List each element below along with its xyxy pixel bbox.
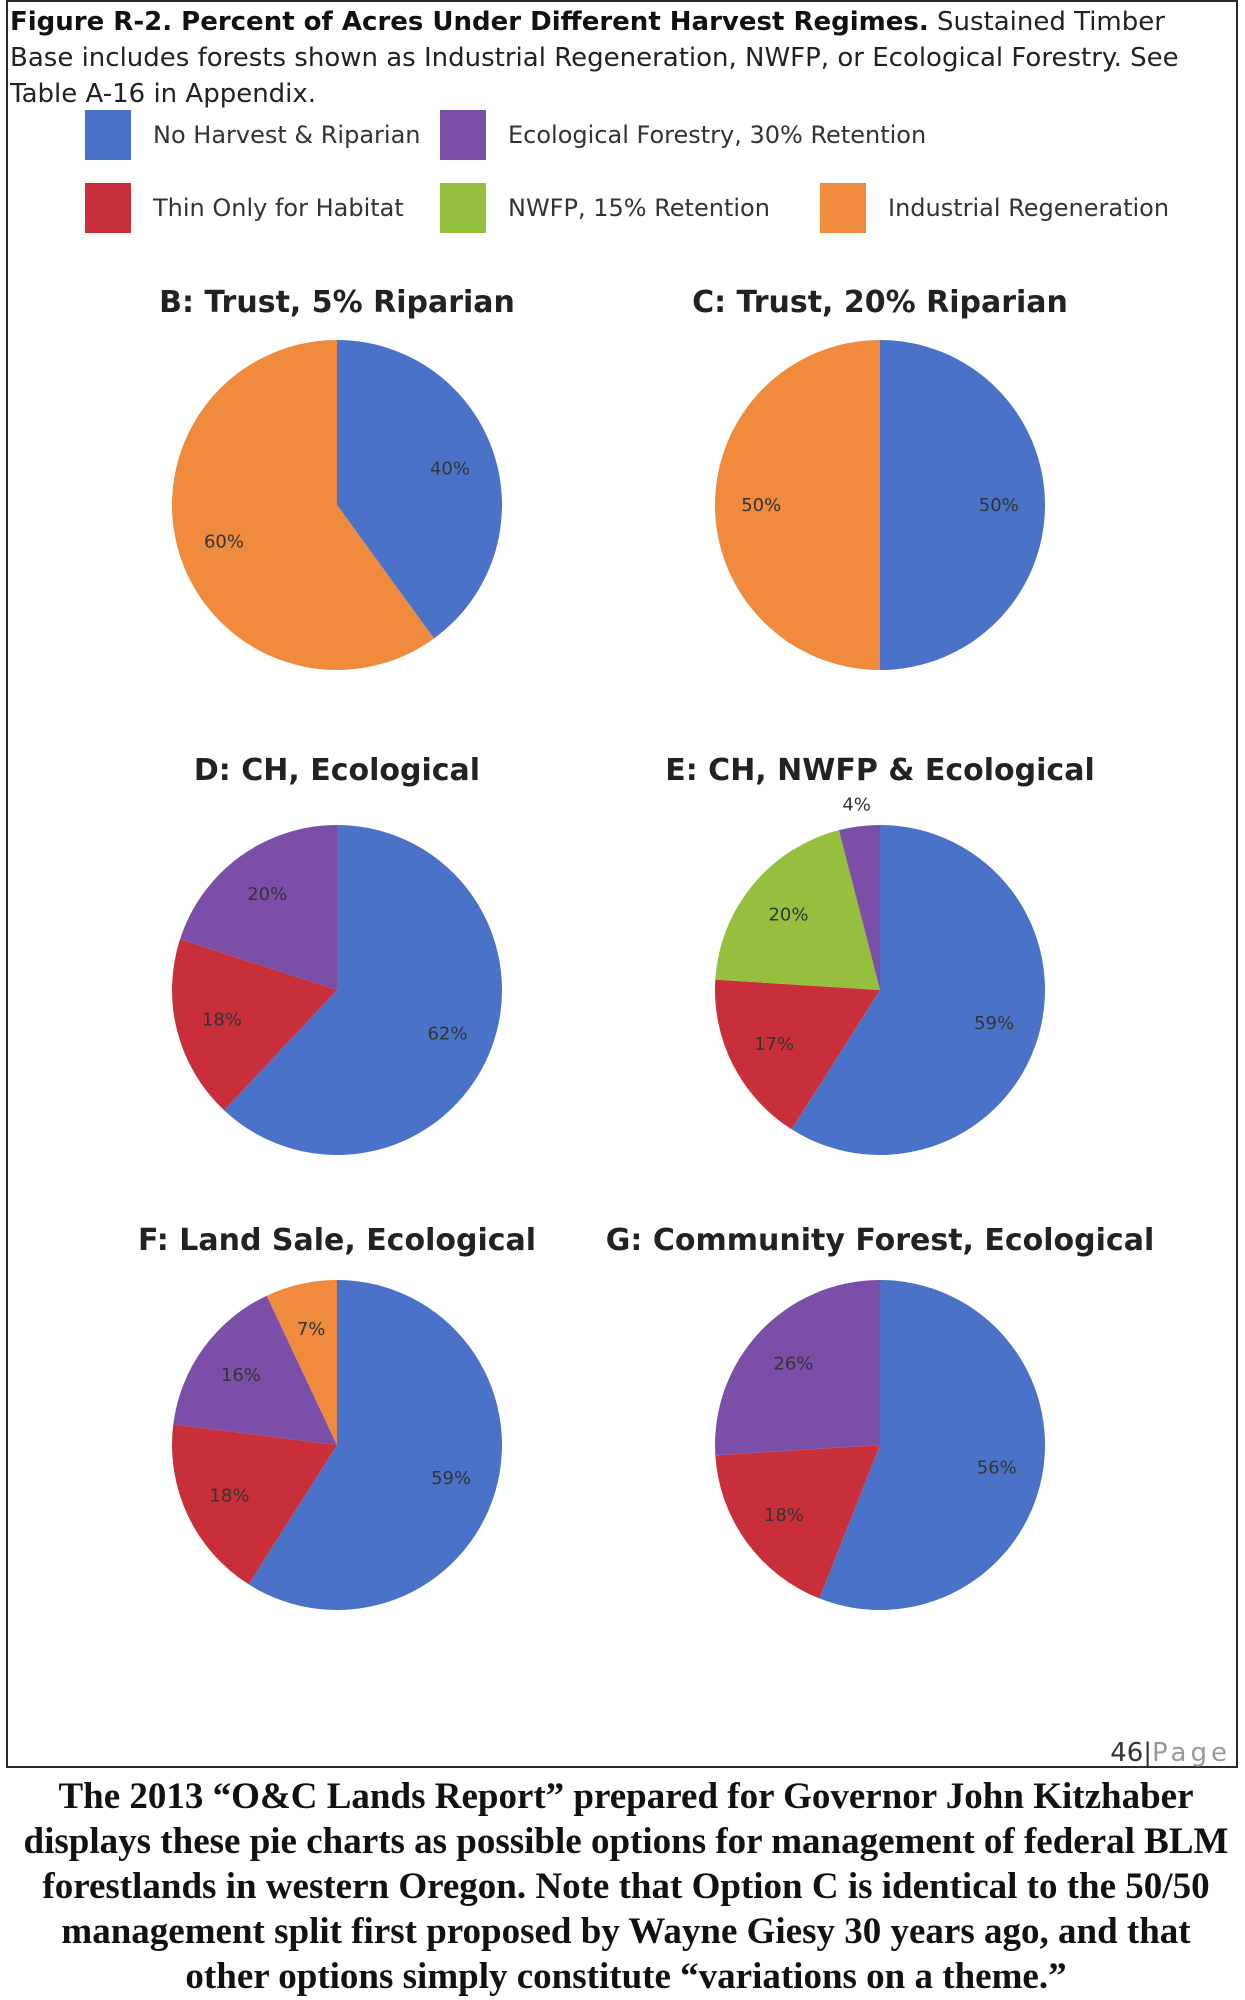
slice-label: 50% [741,495,781,516]
pie-slice [819,1280,1046,1610]
pie-slice [248,1279,503,1610]
legend-label: NWFP, 15% Retention [508,194,770,222]
legend: No Harvest & Riparian Ecological Forestr… [0,0,1245,250]
slice-label: 62% [427,1024,467,1045]
page-number-value: 46 [1110,1738,1144,1768]
slice-label: 7% [297,1319,326,1340]
legend-label: Industrial Regeneration [888,194,1170,222]
pie-slice [266,1280,337,1445]
legend-swatch [820,183,866,233]
pie-chart: F: Land Sale, Ecological 59% 18% 16% 7% [138,1223,536,1610]
legend-item-nwfp: NWFP, 15% Retention [440,183,770,233]
pie-slice [715,1280,880,1456]
slice-label: 18% [764,1505,804,1526]
pie-chart: C: Trust, 20% Riparian 50% 50% [692,285,1068,670]
pie-chart: G: Community Forest, Ecological 56% 18% 26% [606,1223,1154,1610]
slice-label: 40% [430,458,470,479]
legend-swatch [440,183,486,233]
pie-slice [791,825,1046,1155]
pie-slice [180,825,337,990]
slice-label: 4% [842,795,871,816]
slice-label: 59% [974,1013,1014,1034]
chart-title: C: Trust, 20% Riparian [692,285,1068,320]
pie-slice [715,1445,880,1599]
pie-slice [880,340,1045,670]
slice-label: 17% [754,1034,794,1055]
chart-title: F: Land Sale, Ecological [138,1223,536,1258]
pie-slice [224,825,503,1155]
legend-item-ecological: Ecological Forestry, 30% Retention [440,110,926,160]
figure-caption: Figure R-2. Percent of Acres Under Diffe… [10,4,1230,112]
pie-charts: B: Trust, 5% Riparian 40% 60% C: Trust, 20%… [138,285,1154,1610]
slice-label: 18% [209,1486,249,1507]
slice-label: 20% [768,904,808,925]
page-number: 46|Page [1110,1738,1231,1768]
legend-label: No Harvest & Riparian [153,121,421,149]
legend-label: Thin Only for Habitat [153,194,404,222]
legend-swatch [85,183,131,233]
chart-title: G: Community Forest, Ecological [606,1223,1154,1258]
pie-chart: E: CH, NWFP & Ecological 59% 17% 20% 4% [665,753,1095,1155]
slice-label: 59% [431,1468,471,1489]
pie-slice [715,979,880,1130]
legend-swatch [85,110,131,160]
pie-slice [171,1424,337,1585]
chart-title: E: CH, NWFP & Ecological [665,753,1094,788]
slice-label: 20% [247,884,287,905]
slice-label: 56% [977,1457,1017,1478]
pie-chart: D: CH, Ecological 62% 18% 20% [172,753,503,1155]
pie-slice [715,340,880,670]
chart-title: D: CH, Ecological [194,753,480,788]
pie-slice [173,1295,337,1445]
pie-slice [171,340,434,670]
legend-swatch [440,110,486,160]
slice-label: 18% [202,1010,242,1031]
pie-slice [715,830,880,990]
legend-item-industrial: Industrial Regeneration [820,183,1169,233]
pie-slice [838,825,880,990]
slice-label: 50% [979,495,1019,516]
bottom-caption: The 2013 “O&C Lands Report” prepared for… [23,1776,1229,1997]
pie-slice [172,939,337,1111]
slice-label: 26% [773,1354,813,1375]
slice-label: 16% [221,1365,261,1386]
caption-bold: Figure R-2. Percent of Acres Under Diffe… [10,7,929,37]
slice-label: 60% [204,532,244,553]
legend-item-thin-only: Thin Only for Habitat [85,183,404,233]
page-word: Page [1152,1738,1231,1768]
legend-item-no-harvest: No Harvest & Riparian [85,110,420,160]
pie-slice [337,340,502,639]
page-number-separator: | [1143,1738,1153,1768]
chart-title: B: Trust, 5% Riparian [159,285,515,320]
legend-label: Ecological Forestry, 30% Retention [508,121,927,149]
pie-chart: B: Trust, 5% Riparian 40% 60% [159,285,515,670]
caption-text: Sustained Timber Base includes forests s… [10,7,1179,109]
